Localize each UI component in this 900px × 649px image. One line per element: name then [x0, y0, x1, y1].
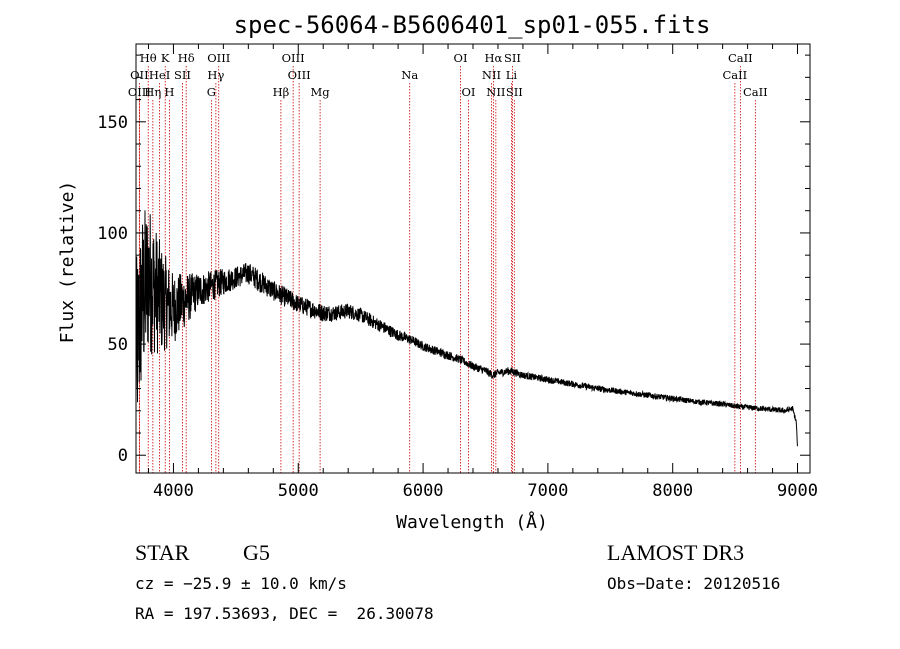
x-tick-label: 8000: [652, 481, 693, 501]
object-class: STAR: [135, 540, 190, 565]
line-label: CaII: [728, 51, 753, 65]
line-label: OIII: [128, 85, 151, 99]
chart-title: spec-56064-B5606401_sp01-055.fits: [234, 11, 711, 39]
line-label: OIII: [288, 68, 311, 82]
line-label: OII: [130, 68, 149, 82]
line-label: Li: [506, 68, 518, 82]
y-axis-label: Flux (relative): [57, 181, 78, 344]
y-tick-label: 150: [97, 113, 128, 133]
x-tick-label: 4000: [153, 481, 194, 501]
line-label: CaII: [743, 85, 768, 99]
line-label: HeI: [149, 68, 170, 82]
line-label: OI: [462, 85, 476, 99]
line-label: SII: [174, 68, 191, 82]
line-label: SII: [504, 51, 521, 65]
plot-frame: [135, 43, 811, 474]
line-label: Hβ: [273, 85, 290, 99]
coordinates: RA = 197.53693, DEC = 26.30078: [135, 604, 434, 623]
object-subclass: G5: [243, 540, 270, 565]
survey-name: LAMOST DR3: [607, 540, 745, 565]
x-tick-label: 5000: [278, 481, 319, 501]
line-label: K: [161, 51, 170, 65]
y-tick-label: 50: [108, 335, 128, 355]
x-tick-label: 6000: [403, 481, 444, 501]
x-tick-label: 7000: [527, 481, 568, 501]
line-label: Hθ: [140, 51, 157, 65]
line-label: Na: [401, 68, 418, 82]
line-label: Mg: [311, 85, 331, 99]
line-label: OIII: [207, 51, 230, 65]
line-label: G: [207, 85, 216, 99]
line-label: H: [164, 85, 174, 99]
tick-labels: 4000 5000 6000 7000 8000 9000 0 50 100 150: [97, 113, 818, 501]
line-label: CaII: [722, 68, 747, 82]
line-label: Hδ: [178, 51, 195, 65]
redshift-value: cz = −25.9 ± 10.0 km/s: [135, 574, 347, 593]
line-label: OI: [454, 51, 468, 65]
line-label: OIII: [282, 51, 305, 65]
y-tick-label: 100: [97, 224, 128, 244]
line-label: NII: [486, 85, 505, 99]
x-tick-label: 9000: [777, 481, 818, 501]
line-label: NII: [482, 68, 501, 82]
line-label: Hη: [144, 85, 161, 99]
obs-date: Obs−Date: 20120516: [607, 574, 781, 593]
line-label: SII: [506, 85, 523, 99]
x-axis-label: Wavelength (Å): [396, 511, 548, 533]
axis-ticks: [136, 44, 810, 473]
line-label: Hα: [484, 51, 502, 65]
y-tick-label: 0: [118, 446, 128, 466]
line-label: Hγ: [207, 68, 224, 82]
spectrum-line: [135, 210, 798, 447]
